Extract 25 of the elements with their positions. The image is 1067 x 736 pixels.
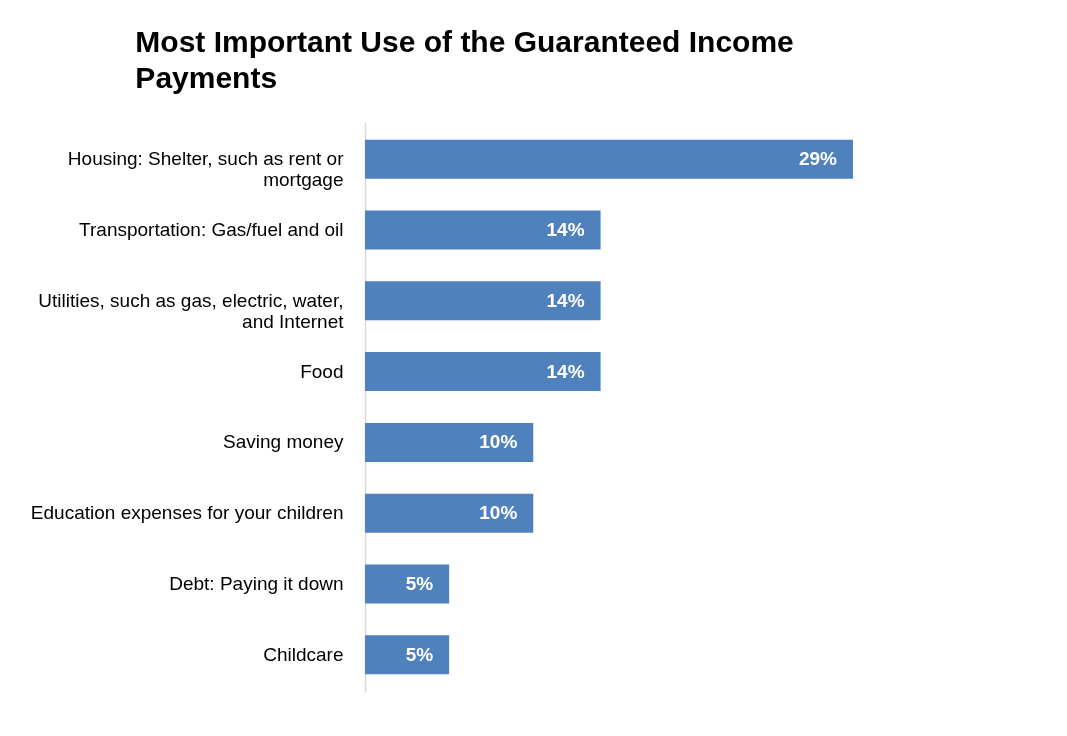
data-label: 10%	[479, 502, 518, 524]
y-tick-label: Saving money	[223, 431, 344, 453]
data-label: 14%	[546, 360, 585, 382]
bar	[365, 493, 534, 533]
y-tick-label: Utilities, such as gas, electric, water, and Internet	[38, 289, 345, 332]
y-tick-label: Education expenses for your children	[30, 502, 344, 524]
y-tick-label: Childcare	[263, 643, 344, 665]
bar	[365, 564, 450, 604]
y-tick-label: Housing: Shelter, such as rent or mortgage	[67, 148, 345, 191]
chart-title: Most Important Use of the Guaranteed Income Payments	[135, 25, 794, 94]
data-label: 5%	[405, 643, 434, 665]
y-tick-label: Debt: Paying it down	[169, 573, 344, 595]
data-label: 14%	[546, 289, 585, 311]
data-label: 14%	[546, 218, 585, 240]
y-tick-label: Food	[300, 360, 344, 382]
bar	[365, 139, 853, 179]
y-tick-label: Transportation: Gas/fuel and oil	[79, 218, 344, 240]
data-label: 10%	[479, 431, 518, 453]
bar	[365, 422, 534, 462]
bar	[365, 281, 601, 321]
data-label: 5%	[405, 573, 434, 595]
bar	[365, 352, 601, 392]
bar	[365, 635, 450, 675]
bar	[365, 210, 601, 250]
data-label: 29%	[798, 148, 838, 170]
